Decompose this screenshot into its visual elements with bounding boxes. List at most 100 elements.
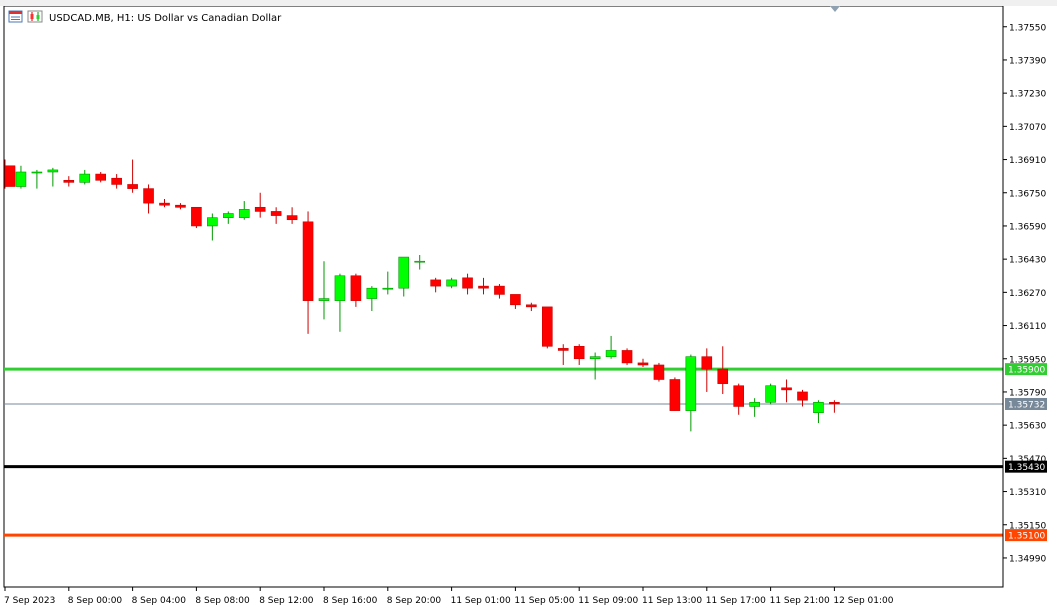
candle-body bbox=[798, 392, 808, 400]
candle-body bbox=[335, 276, 345, 301]
candle bbox=[399, 257, 409, 296]
x-tick-label: 11 Sep 17:00 bbox=[706, 596, 766, 606]
candle-body bbox=[399, 257, 409, 288]
candle-body bbox=[239, 209, 249, 217]
price-label-text: 1.35100 bbox=[1008, 532, 1045, 542]
chart-type-icon[interactable] bbox=[28, 11, 42, 22]
candle-body bbox=[526, 305, 536, 307]
candle bbox=[782, 380, 792, 403]
y-tick-label: 1.37550 bbox=[1009, 23, 1046, 33]
y-tick-label: 1.36270 bbox=[1009, 289, 1046, 299]
candle-body bbox=[654, 365, 664, 380]
candle bbox=[287, 207, 297, 224]
candle bbox=[319, 261, 329, 319]
candle bbox=[255, 193, 265, 218]
horizontal-lines[interactable] bbox=[4, 369, 1003, 535]
candle-body bbox=[144, 189, 154, 204]
candle bbox=[48, 168, 58, 187]
candle bbox=[766, 384, 776, 405]
candle-body bbox=[223, 214, 233, 218]
candle-body bbox=[303, 222, 313, 301]
chart-frame bbox=[4, 6, 1003, 587]
candle-body bbox=[32, 172, 42, 173]
candle bbox=[558, 344, 568, 365]
candle bbox=[494, 284, 504, 299]
candle bbox=[654, 363, 664, 382]
candle bbox=[670, 377, 680, 410]
candle bbox=[415, 255, 425, 270]
candlesticks bbox=[5, 160, 839, 432]
candle-body bbox=[191, 207, 201, 226]
x-tick-label: 7 Sep 2023 bbox=[4, 596, 55, 606]
candle bbox=[271, 207, 281, 224]
candle bbox=[750, 398, 760, 417]
candle-body bbox=[80, 174, 90, 182]
candle-body bbox=[463, 278, 473, 288]
candle bbox=[5, 160, 15, 189]
price-label-text: 1.35430 bbox=[1008, 463, 1045, 473]
x-tick-label: 8 Sep 04:00 bbox=[132, 596, 187, 606]
x-tick-label: 8 Sep 20:00 bbox=[387, 596, 442, 606]
candle-body bbox=[750, 402, 760, 406]
candle-body bbox=[479, 286, 489, 288]
candle bbox=[590, 353, 600, 380]
candle-body bbox=[48, 170, 58, 172]
candle-body bbox=[112, 178, 122, 184]
price-label-3: 1.35100 bbox=[1005, 529, 1047, 542]
candle-body bbox=[175, 205, 185, 207]
candle bbox=[112, 174, 122, 189]
y-tick-label: 1.35310 bbox=[1009, 488, 1046, 498]
candle bbox=[80, 170, 90, 185]
candle bbox=[526, 303, 536, 311]
candle bbox=[96, 172, 106, 182]
candle-body bbox=[367, 288, 377, 298]
candle-body bbox=[590, 357, 600, 359]
candle-body bbox=[622, 350, 632, 362]
candle bbox=[447, 278, 457, 288]
candle bbox=[207, 214, 217, 241]
scroll-shift-marker-icon[interactable] bbox=[830, 6, 840, 12]
candle-body bbox=[287, 216, 297, 220]
candle-body bbox=[431, 280, 441, 286]
candle bbox=[606, 336, 616, 359]
x-tick-label: 11 Sep 01:00 bbox=[451, 596, 511, 606]
candle bbox=[191, 207, 201, 228]
candle bbox=[431, 278, 441, 293]
candle-body bbox=[542, 307, 552, 346]
candle-body bbox=[558, 348, 568, 350]
candle bbox=[144, 184, 154, 213]
chart-window-icon[interactable] bbox=[9, 11, 22, 22]
x-tick-label: 8 Sep 16:00 bbox=[323, 596, 378, 606]
candle-body bbox=[128, 184, 138, 188]
candle bbox=[383, 272, 393, 295]
price-axis: 1.375501.373901.372301.370701.369101.367… bbox=[1003, 0, 1057, 609]
candle-body bbox=[16, 172, 26, 187]
candle bbox=[64, 176, 74, 186]
price-label-0: 1.35900 bbox=[1005, 363, 1047, 376]
x-tick-label: 8 Sep 00:00 bbox=[68, 596, 123, 606]
candle-body bbox=[160, 203, 170, 205]
candle bbox=[239, 201, 249, 220]
price-label-1: 1.35732 bbox=[1005, 398, 1047, 411]
candle bbox=[718, 346, 728, 394]
y-tick-label: 1.36430 bbox=[1009, 256, 1046, 266]
candle bbox=[351, 274, 361, 307]
candle bbox=[813, 400, 823, 423]
candle bbox=[367, 286, 377, 311]
candle-body bbox=[638, 363, 648, 365]
y-tick-label: 1.36750 bbox=[1009, 189, 1046, 199]
window-top-edge bbox=[0, 0, 1057, 6]
candle-body bbox=[351, 276, 361, 301]
candle bbox=[622, 348, 632, 365]
candle bbox=[542, 307, 552, 349]
x-tick-label: 11 Sep 05:00 bbox=[514, 596, 574, 606]
plot-border bbox=[4, 6, 1003, 587]
candle-body bbox=[415, 261, 425, 262]
candle-body bbox=[606, 350, 616, 356]
y-tick-label: 1.37070 bbox=[1009, 123, 1046, 133]
candle-body bbox=[734, 386, 744, 407]
candle bbox=[574, 344, 584, 365]
